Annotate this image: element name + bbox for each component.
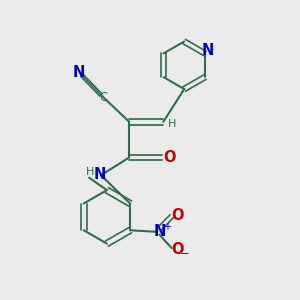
Text: N: N [202, 43, 214, 58]
Text: +: + [163, 222, 171, 232]
Text: −: − [180, 247, 190, 260]
Text: N: N [73, 65, 86, 80]
Text: O: O [163, 150, 176, 165]
Text: O: O [172, 208, 184, 223]
Text: H: H [86, 167, 95, 177]
Text: O: O [171, 242, 184, 257]
Text: N: N [153, 224, 166, 239]
Text: N: N [93, 167, 106, 182]
Text: H: H [168, 119, 176, 129]
Text: C: C [100, 92, 108, 104]
